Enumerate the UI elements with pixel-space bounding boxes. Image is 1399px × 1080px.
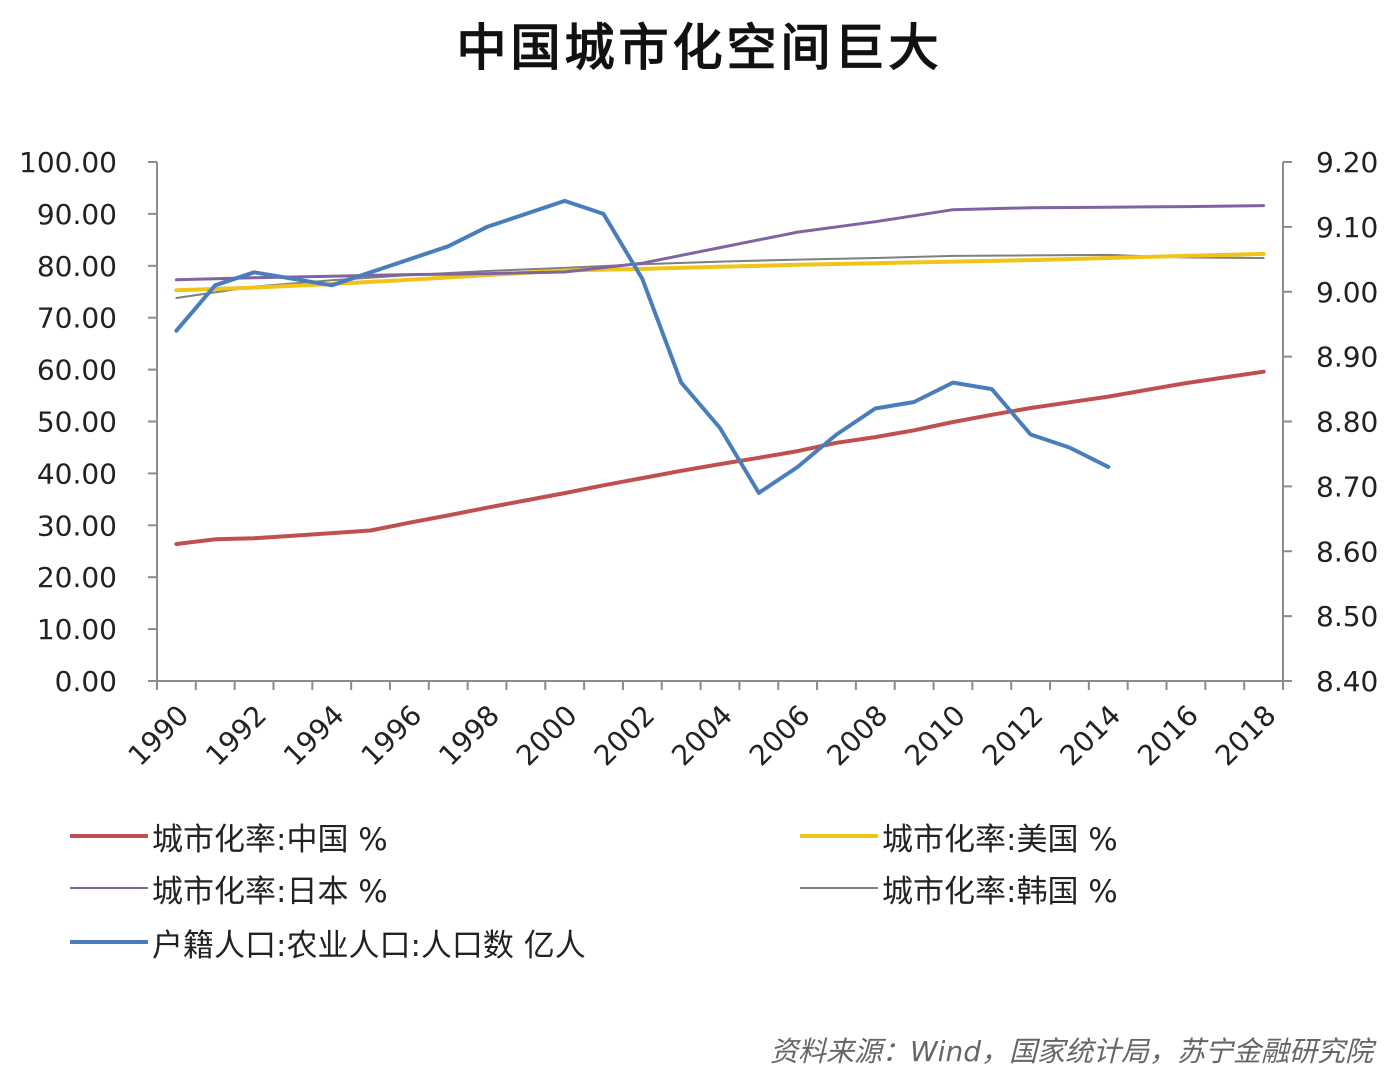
legend-swatch-china [70, 834, 148, 838]
legend-label-agri-pop: 户籍人口:农业人口:人口数 亿人 [152, 927, 586, 964]
legend-label-korea: 城市化率:韩国 % [882, 873, 1118, 910]
x-tick-label: 2012 [976, 699, 1050, 773]
right-y-tick-label: 9.20 [1316, 146, 1378, 179]
right-y-tick-label: 8.60 [1316, 535, 1378, 568]
x-tick-label: 2002 [588, 699, 662, 773]
x-tick-label: 2008 [821, 699, 895, 773]
legend-label-usa: 城市化率:美国 % [882, 821, 1118, 858]
x-tick-label: 1990 [122, 699, 196, 773]
x-tick-label: 1992 [199, 699, 273, 773]
right-y-tick-label: 8.40 [1316, 665, 1378, 698]
right-y-tick-label: 8.90 [1316, 341, 1378, 374]
left-y-tick-label: 40.00 [37, 457, 117, 490]
x-tick-label: 2018 [1209, 699, 1283, 773]
source-note: 资料来源：Wind，国家统计局，苏宁金融研究院 [770, 1035, 1373, 1068]
right-y-tick-label: 9.00 [1316, 276, 1378, 309]
left-y-tick-label: 0.00 [55, 665, 117, 698]
legend-label-japan: 城市化率:日本 % [152, 873, 388, 910]
legend-swatch-korea [800, 887, 878, 889]
x-tick-label: 2010 [898, 699, 972, 773]
left-y-tick-label: 90.00 [37, 198, 117, 231]
series-line-china [174, 369, 1266, 546]
legend-label-china: 城市化率:中国 % [152, 821, 388, 858]
legend-swatch-japan [70, 887, 148, 889]
series-line-usa [174, 251, 1266, 293]
right-y-tick-label: 8.70 [1316, 470, 1378, 503]
left-y-tick-label: 60.00 [37, 354, 117, 387]
legend-swatch-usa [800, 834, 878, 838]
right-y-tick-label: 9.10 [1316, 211, 1378, 244]
left-y-tick-label: 20.00 [37, 561, 117, 594]
x-tick-label: 2014 [1053, 699, 1127, 773]
legend-item-japan: 城市化率:日本 % [70, 868, 388, 910]
left-y-tick-label: 50.00 [37, 406, 117, 439]
series-line-agri-pop [174, 198, 1111, 495]
right-y-tick-label: 8.50 [1316, 600, 1378, 633]
left-y-tick-label: 30.00 [37, 509, 117, 542]
legend-item-agri-pop: 户籍人口:农业人口:人口数 亿人 [70, 922, 586, 964]
x-tick-label: 2004 [665, 699, 739, 773]
x-tick-label: 2000 [510, 699, 584, 773]
legend-item-china: 城市化率:中国 % [70, 816, 388, 858]
x-tick-label: 1996 [355, 699, 429, 773]
right-y-tick-label: 8.80 [1316, 406, 1378, 439]
left-y-tick-label: 80.00 [37, 250, 117, 283]
x-tick-label: 2016 [1131, 699, 1205, 773]
legend-item-korea: 城市化率:韩国 % [800, 868, 1118, 910]
left-y-tick-label: 10.00 [37, 613, 117, 646]
left-y-tick-label: 100.00 [19, 146, 117, 179]
x-tick-label: 2006 [743, 699, 817, 773]
legend-swatch-agri-pop [70, 940, 148, 944]
left-y-tick-label: 70.00 [37, 302, 117, 335]
x-tick-label: 1998 [432, 699, 506, 773]
x-tick-label: 1994 [277, 699, 351, 773]
legend-item-usa: 城市化率:美国 % [800, 816, 1118, 858]
chart-title: 中国城市化空间巨大 [456, 19, 943, 77]
